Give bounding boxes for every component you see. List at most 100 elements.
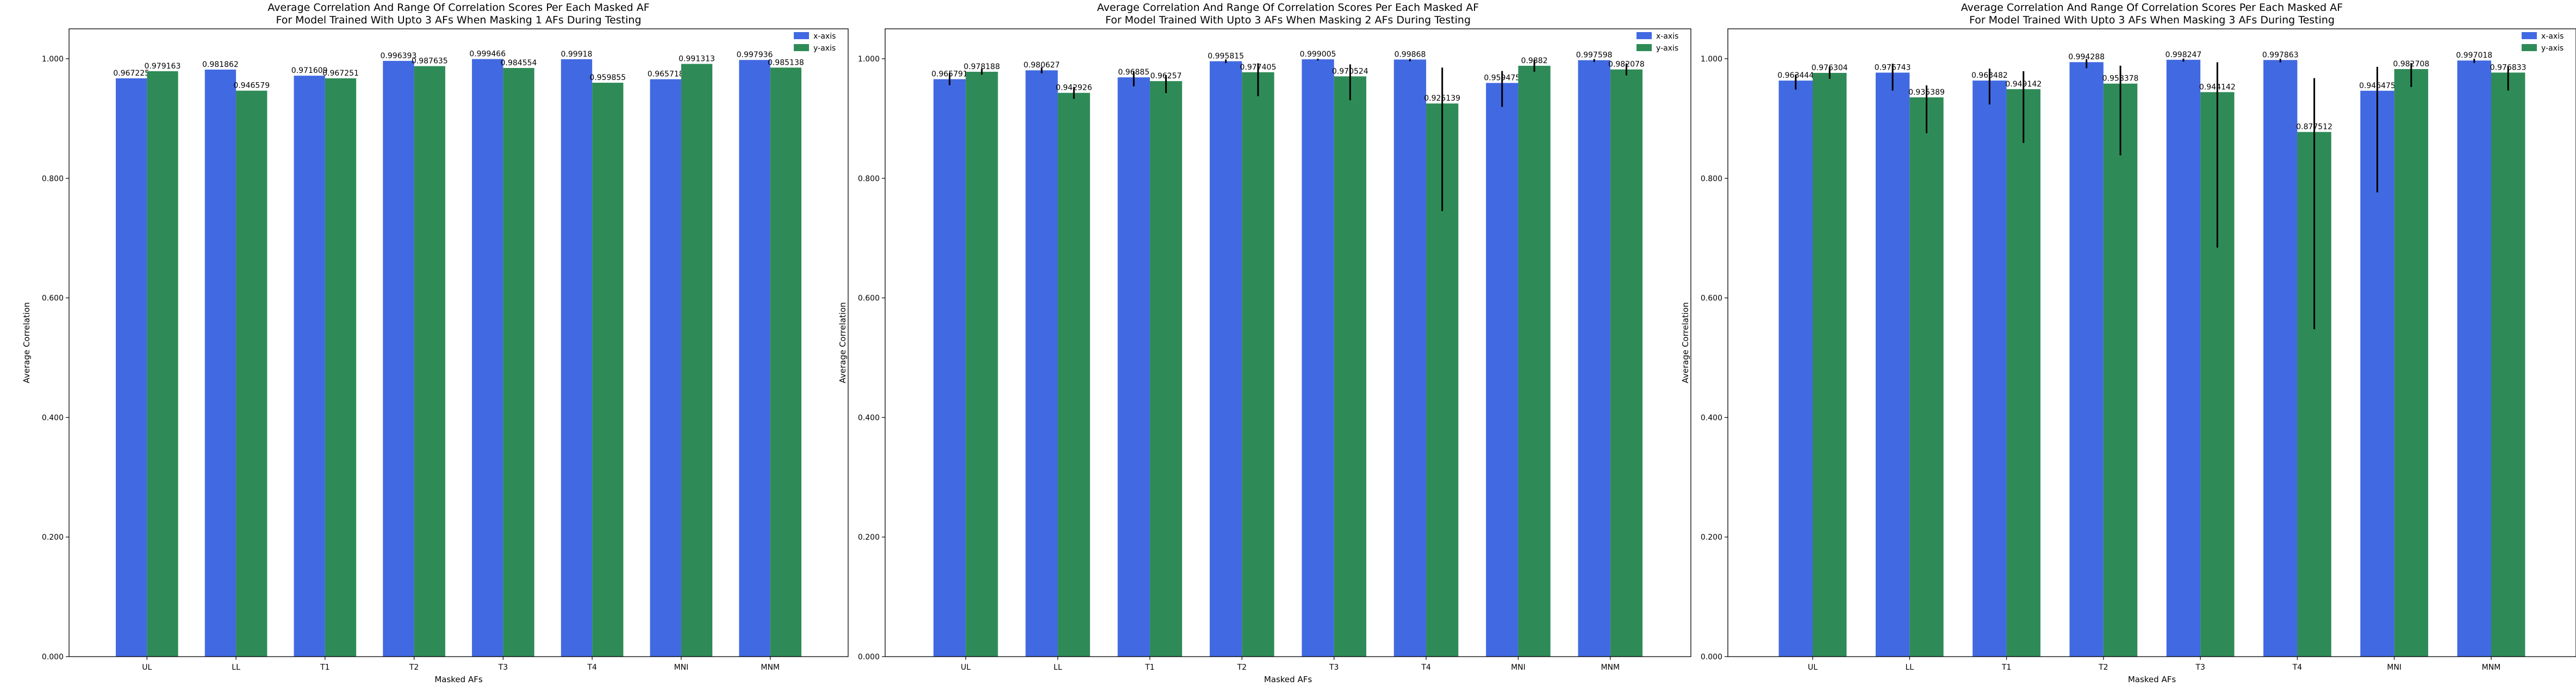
x-tick-label: MNI — [1511, 663, 1526, 672]
legend-label: y-axis — [1656, 44, 1678, 53]
bar-y-axis-t3 — [1334, 76, 1366, 657]
chart-title: Average Correlation And Range Of Correla… — [1097, 2, 1479, 14]
data-label: 0.949142 — [2005, 80, 2042, 89]
x-tick-label: UL — [1808, 663, 1818, 672]
bar-y-axis-mnm — [2491, 72, 2525, 657]
data-label: 0.991313 — [679, 54, 715, 63]
legend-label: x-axis — [2541, 32, 2563, 41]
data-label: 0.935389 — [1908, 88, 1945, 97]
x-tick-label: T1 — [1144, 663, 1154, 672]
bar-y-axis-mnm — [770, 67, 802, 657]
data-label: 0.997936 — [737, 51, 773, 59]
data-label: 0.999005 — [1300, 50, 1336, 59]
bar-x-axis-t2 — [383, 60, 414, 657]
y-tick-label: 0.200 — [858, 533, 880, 542]
y-tick-label: 1.000 — [42, 55, 64, 64]
data-label: 0.996393 — [381, 52, 417, 60]
y-axis-label: Average Correlation — [1681, 302, 1690, 383]
axes-frame — [885, 28, 1691, 657]
y-tick-label: 0.400 — [1701, 413, 1722, 422]
data-label: 0.925139 — [1424, 94, 1460, 103]
bar-x-axis-t4 — [1393, 59, 1427, 657]
x-tick-label: UL — [961, 663, 970, 672]
legend-label: y-axis — [813, 44, 836, 53]
bar-y-axis-ll — [1057, 92, 1090, 657]
x-tick-label: T1 — [2001, 663, 2011, 672]
bar-y-axis-ll — [1909, 97, 1944, 657]
y-tick-label: 0.000 — [42, 653, 64, 662]
data-label: 0.877512 — [2296, 123, 2332, 132]
data-label: 0.976304 — [1812, 64, 1848, 72]
x-tick-label: T2 — [2098, 663, 2108, 672]
bar-y-axis-ul — [147, 71, 178, 657]
legend-label: x-axis — [813, 32, 836, 41]
data-label: 0.994288 — [2068, 53, 2105, 61]
data-label: 0.982078 — [1608, 60, 1645, 69]
x-tick-label: T3 — [1329, 663, 1339, 672]
legend-swatch-x-axis — [2522, 32, 2537, 39]
bar-y-axis-t2 — [1242, 72, 1274, 657]
x-tick-label: T4 — [2292, 663, 2303, 672]
legend-swatch-x-axis — [1637, 32, 1652, 39]
data-label: 0.96885 — [1118, 68, 1149, 77]
bar-x-axis-ul — [115, 78, 147, 657]
legend-label: y-axis — [2541, 44, 2563, 53]
x-axis-label: Masked AFs — [1264, 675, 1312, 684]
data-label: 0.970524 — [1332, 67, 1368, 76]
y-tick-label: 0.800 — [1701, 175, 1722, 183]
data-label: 0.965791 — [931, 70, 968, 79]
x-tick-label: MNM — [2482, 663, 2501, 672]
data-label: 0.99918 — [561, 50, 593, 59]
data-label: 0.99868 — [1394, 50, 1426, 59]
y-tick-label: 0.200 — [1701, 533, 1722, 542]
x-tick-label: T2 — [1237, 663, 1247, 672]
y-tick-label: 0.600 — [1701, 294, 1722, 303]
data-label: 0.96257 — [1150, 72, 1182, 81]
bar-x-axis-mni — [650, 79, 681, 657]
x-tick-label: MNM — [1601, 663, 1620, 672]
axes-frame — [69, 28, 849, 657]
data-label: 0.963444 — [1777, 71, 1814, 80]
chart-title: Average Correlation And Range Of Correla… — [1961, 2, 2343, 14]
bar-y-axis-t1 — [2006, 89, 2040, 657]
bar-y-axis-ll — [236, 90, 267, 657]
data-label: 0.971609 — [291, 66, 328, 75]
chart-title: Average Correlation And Range Of Correla… — [267, 2, 649, 14]
bar-x-axis-mnm — [1578, 60, 1610, 657]
y-tick-label: 1.000 — [858, 55, 880, 64]
data-label: 0.997598 — [1576, 51, 1613, 60]
x-tick-label: T3 — [498, 663, 508, 672]
x-tick-label: LL — [1054, 663, 1062, 672]
bar-x-axis-t2 — [2069, 62, 2104, 657]
y-tick-label: 0.800 — [858, 175, 880, 183]
x-tick-label: T3 — [2195, 663, 2205, 672]
x-tick-label: T1 — [320, 663, 329, 672]
y-tick-label: 0.400 — [858, 413, 880, 422]
data-label: 0.982708 — [2393, 60, 2430, 69]
bar-y-axis-t4 — [592, 83, 624, 657]
bar-x-axis-t1 — [1117, 77, 1150, 657]
bar-x-axis-t1 — [294, 76, 325, 657]
bar-x-axis-ll — [204, 69, 237, 657]
bar-x-axis-t4 — [2263, 60, 2298, 657]
bar-x-axis-t2 — [1210, 61, 1242, 657]
data-label: 0.963482 — [1971, 71, 2008, 80]
y-tick-label: 0.600 — [858, 294, 880, 303]
x-tick-label: MNI — [2387, 663, 2401, 672]
chart-panel-2: Average Correlation And Range Of Correla… — [838, 2, 1691, 684]
data-label: 0.944142 — [2199, 83, 2236, 91]
bar-y-axis-ul — [1813, 72, 1847, 657]
chart-panel-1: Average Correlation And Range Of Correla… — [22, 2, 849, 684]
chart-subtitle: For Model Trained With Upto 3 AFs When M… — [1105, 14, 1471, 26]
x-tick-label: UL — [142, 663, 152, 672]
legend-swatch-y-axis — [1637, 44, 1652, 51]
legend-swatch-y-axis — [794, 44, 809, 51]
bar-x-axis-ll — [1875, 72, 1910, 657]
legend-swatch-x-axis — [794, 32, 809, 39]
bar-x-axis-ul — [1778, 81, 1813, 657]
data-label: 0.9882 — [1521, 57, 1548, 65]
data-label: 0.958378 — [2102, 75, 2139, 83]
bar-y-axis-t3 — [503, 67, 534, 657]
x-tick-label: T4 — [1421, 663, 1431, 672]
